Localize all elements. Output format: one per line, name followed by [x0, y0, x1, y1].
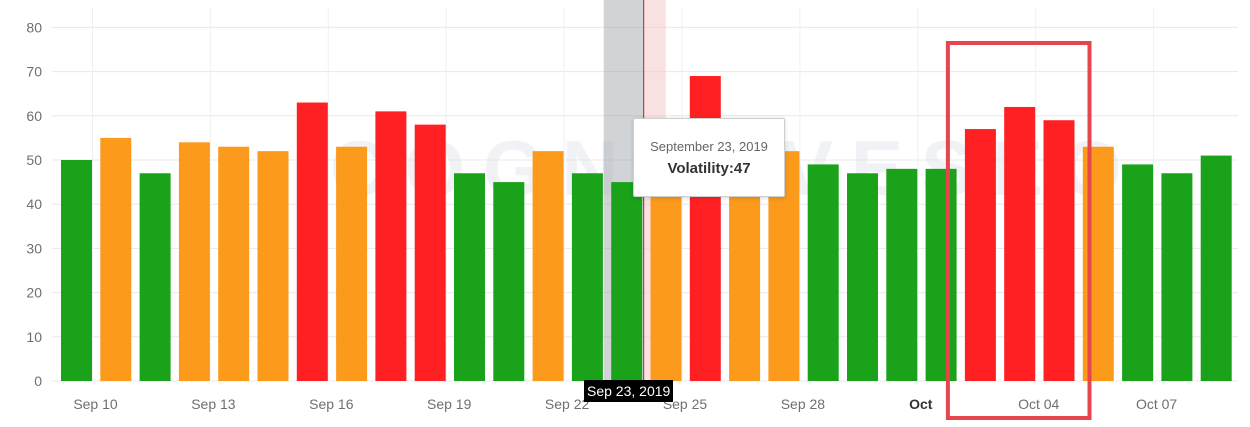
bar-sep-12[interactable] — [139, 173, 171, 381]
tooltip: September 23, 2019 Volatility:47 — [633, 118, 785, 197]
y-tick-label: 80 — [26, 19, 42, 35]
bar-oct-09[interactable] — [1200, 155, 1232, 381]
y-tick-label: 40 — [26, 196, 42, 212]
bar-oct-04[interactable] — [1004, 106, 1036, 382]
tooltip-value: Volatility:47 — [667, 160, 751, 177]
y-tick-label: 60 — [26, 108, 42, 124]
bar-sep-22[interactable] — [532, 151, 564, 381]
bar-sep-20[interactable] — [454, 173, 485, 381]
tooltip-date: September 23, 2019 — [650, 139, 768, 154]
x-tick-label: Sep 16 — [309, 396, 354, 412]
bar-oct-05[interactable] — [1043, 120, 1075, 381]
x-tick-label: Oct 07 — [1136, 396, 1177, 412]
y-axis-ticks: 0 10 20 30 40 50 60 70 80 — [26, 19, 42, 389]
y-tick-label: 70 — [26, 64, 42, 80]
crosshair-date-label: Sep 23, 2019 — [584, 380, 674, 402]
bar-sep-19[interactable] — [414, 124, 446, 381]
bar-oct-02[interactable] — [925, 168, 957, 381]
bar-sep-27[interactable] — [729, 186, 761, 381]
bar-sep-25[interactable] — [650, 186, 682, 381]
x-tick-label: Sep 10 — [73, 396, 118, 412]
y-tick-label: 10 — [26, 329, 42, 345]
x-tick-label: Sep 28 — [781, 396, 826, 412]
bar-sep-23[interactable] — [571, 173, 603, 381]
x-tick-label: Sep 19 — [427, 396, 472, 412]
bar-oct-03[interactable] — [964, 129, 996, 381]
bar-sep-29[interactable] — [807, 164, 839, 381]
bar-sep-21[interactable] — [493, 182, 525, 381]
bar-sep-10[interactable] — [61, 160, 92, 381]
x-tick-label: Sep 25 — [663, 396, 708, 412]
highlight-box — [945, 41, 1092, 420]
bar-sep-15[interactable] — [257, 151, 289, 381]
y-tick-label: 0 — [34, 373, 42, 389]
bar-oct[interactable] — [886, 168, 918, 381]
bar-sep-17[interactable] — [336, 146, 368, 381]
bar-sep-13[interactable] — [178, 142, 210, 381]
bar-sep-14[interactable] — [218, 146, 250, 381]
bar-sep-30[interactable] — [847, 173, 878, 381]
y-tick-label: 30 — [26, 240, 42, 256]
y-tick-label: 20 — [26, 285, 42, 301]
bar-oct-06[interactable] — [1082, 146, 1114, 381]
x-tick-label: Sep 13 — [191, 396, 236, 412]
bars[interactable] — [61, 76, 1232, 382]
x-tick-label: Sep 22 — [545, 396, 590, 412]
bar-oct-07[interactable] — [1122, 164, 1154, 381]
bar-sep-11[interactable] — [100, 137, 132, 381]
x-tick-label: Oct 04 — [1018, 396, 1059, 412]
bar-oct-08[interactable] — [1161, 173, 1193, 381]
bar-sep-18[interactable] — [375, 111, 407, 381]
bar-sep-24[interactable] — [611, 182, 643, 381]
bar-sep-16[interactable] — [296, 102, 328, 381]
x-tick-label: Oct — [909, 396, 933, 412]
y-tick-label: 50 — [26, 152, 42, 168]
x-axis-ticks: Sep 10 Sep 13 Sep 16 Sep 19 Sep 22 Sep 25 Sep … — [73, 396, 1177, 412]
highlight-rectangle — [945, 41, 1092, 420]
